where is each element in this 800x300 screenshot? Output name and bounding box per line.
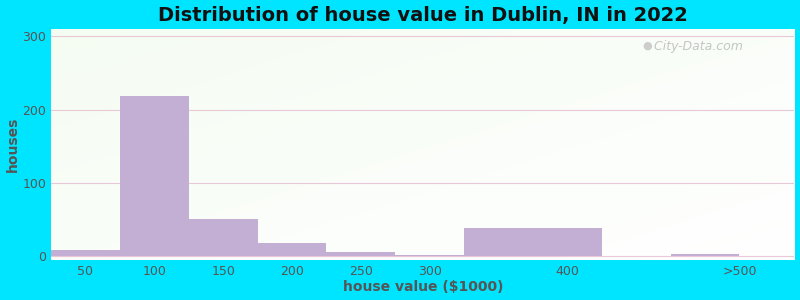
Text: ●: ● [642, 40, 652, 50]
Bar [670, 254, 739, 256]
Bar [258, 243, 326, 256]
X-axis label: house value ($1000): house value ($1000) [342, 280, 503, 294]
Bar [120, 96, 189, 256]
Title: Distribution of house value in Dublin, IN in 2022: Distribution of house value in Dublin, I… [158, 6, 688, 25]
Bar [51, 250, 120, 256]
Bar [189, 220, 258, 256]
Bar [395, 255, 464, 256]
Bar [464, 228, 602, 256]
Text: City-Data.com: City-Data.com [646, 40, 742, 53]
Y-axis label: houses: houses [6, 117, 19, 172]
Bar [326, 253, 395, 256]
